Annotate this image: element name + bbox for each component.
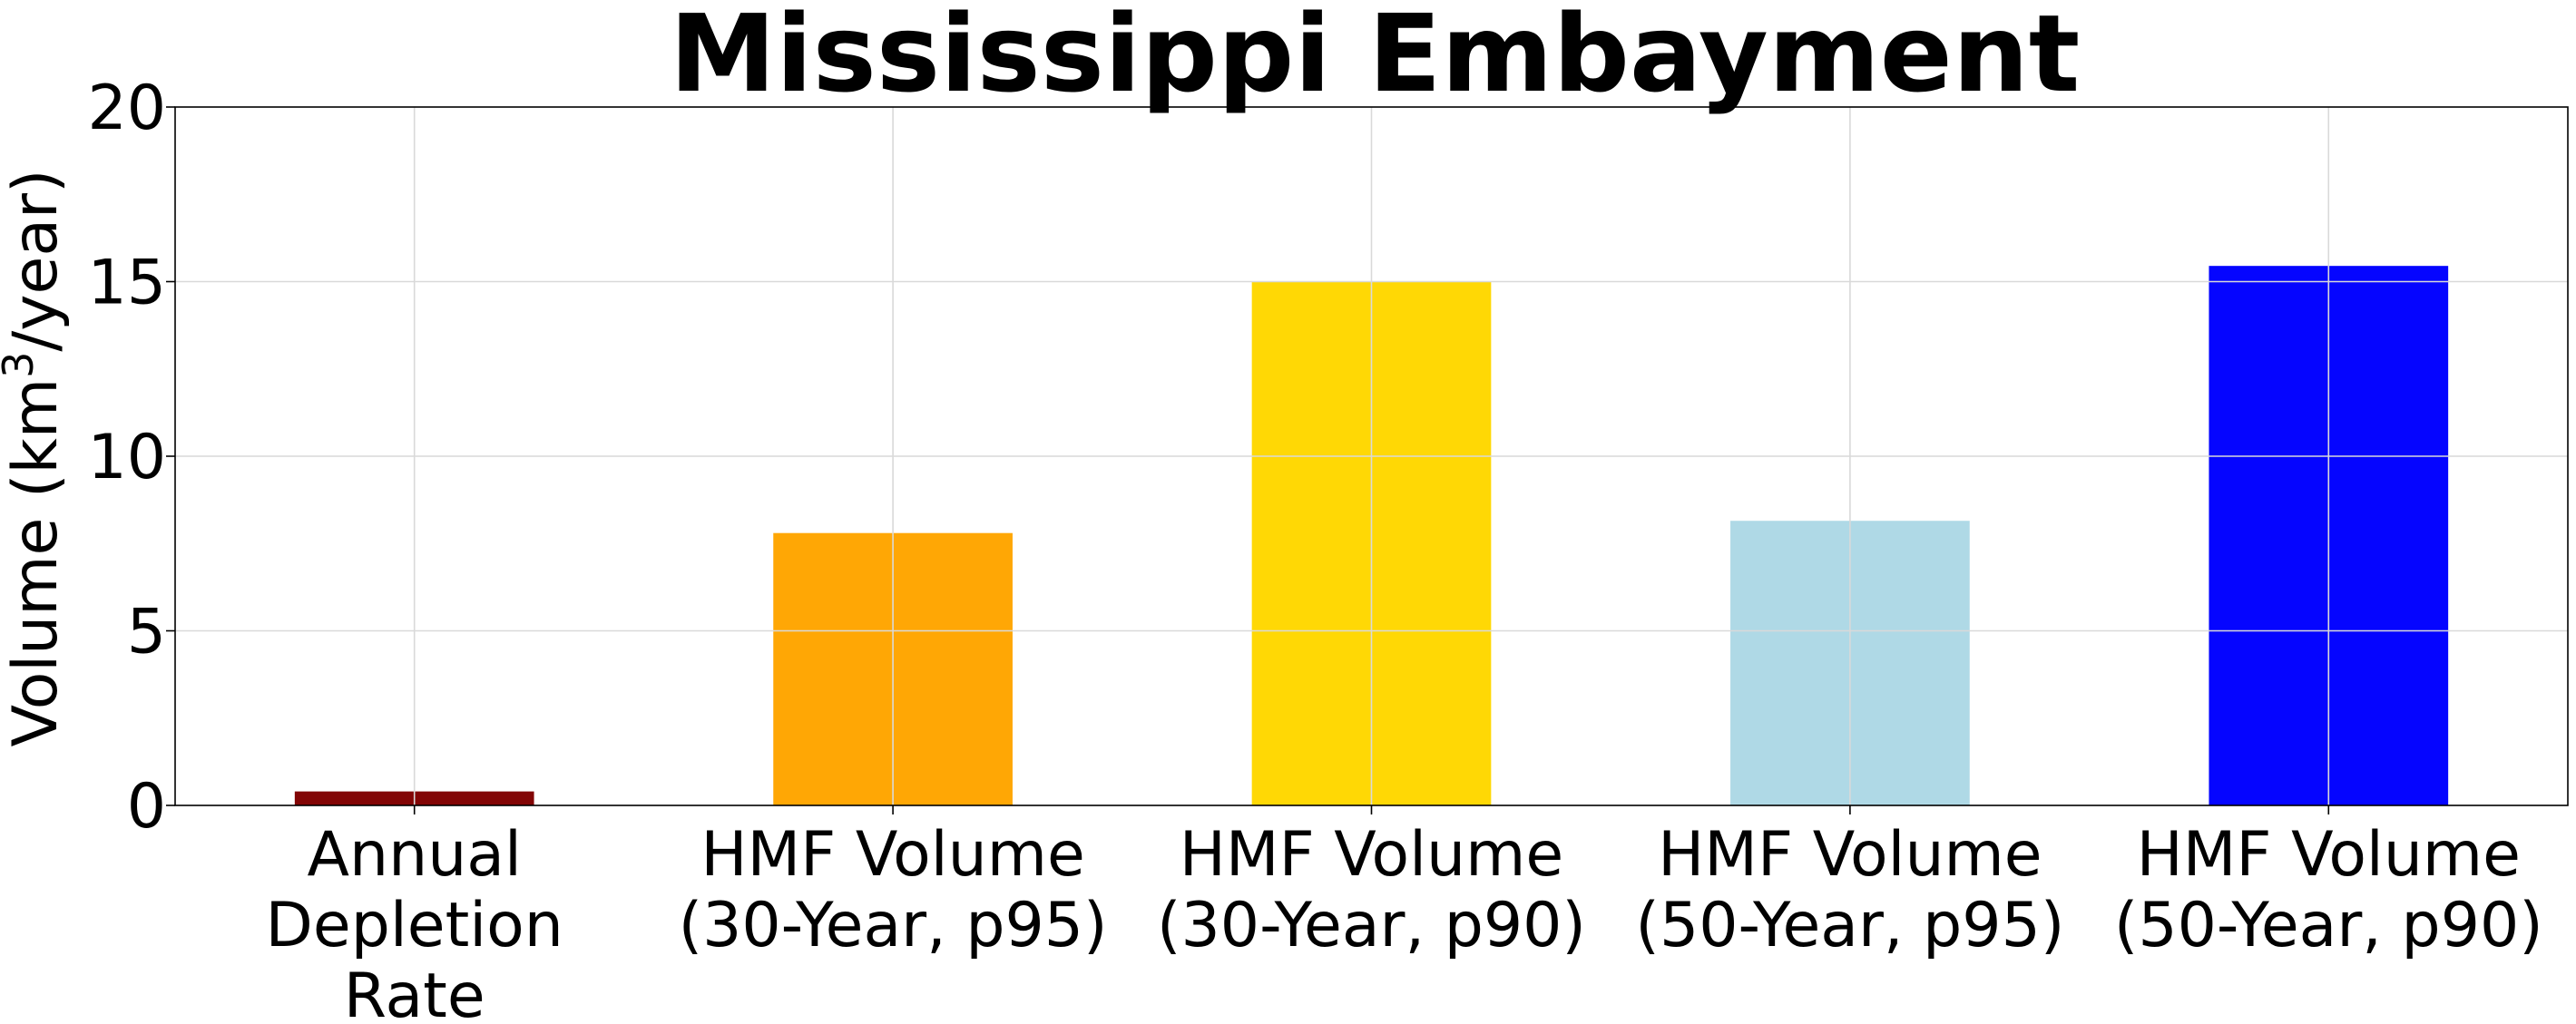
y-axis-label-prefix: Volume (km xyxy=(0,378,72,747)
x-tick-label: HMF Volume (50-Year, p90) xyxy=(2114,819,2543,961)
plot-frame xyxy=(174,106,2569,806)
y-axis-label-suffix: /year) xyxy=(0,169,72,351)
y-tick-label: 15 xyxy=(87,248,166,319)
x-tick-labels: Annual Depletion Rate HMF Volume (30-Year, p… xyxy=(266,819,2543,1024)
x-tick-label: HMF Volume (30-Year, p90) xyxy=(1157,819,1586,961)
x-tick-label: Annual Depletion Rate xyxy=(266,819,563,1024)
y-tick-label: 10 xyxy=(87,422,166,493)
x-tick-label: HMF Volume (50-Year, p95) xyxy=(1635,819,2064,961)
y-tick-label: 20 xyxy=(87,73,166,144)
y-tick-labels: 0 5 10 15 20 xyxy=(87,73,166,843)
y-tick-label: 5 xyxy=(127,597,166,668)
chart-title: Mississippi Embayment xyxy=(670,0,2081,116)
y-axis-label-superscript: 3 xyxy=(0,352,43,378)
grid-lines xyxy=(166,106,2568,814)
y-axis-label: Volume (km3/year) xyxy=(0,169,72,746)
y-tick-label: 0 xyxy=(127,771,166,843)
x-tick-label: HMF Volume (30-Year, p95) xyxy=(679,819,1108,961)
